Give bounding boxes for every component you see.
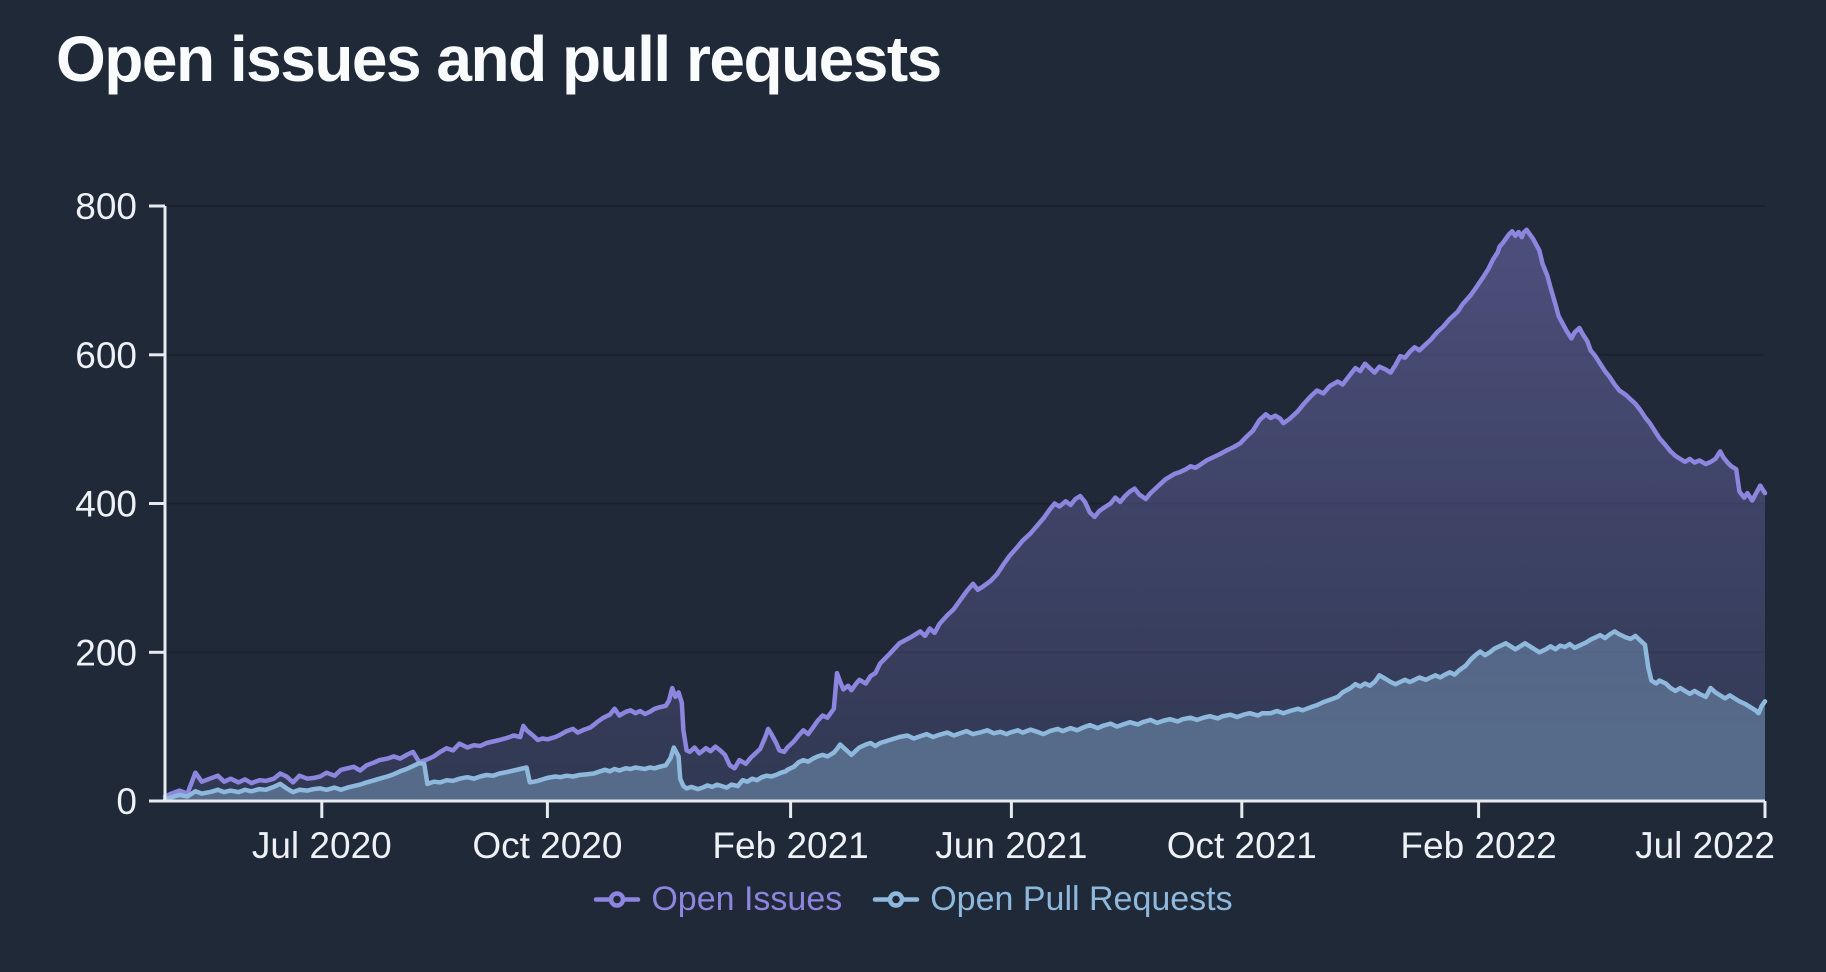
open-pull-requests-line: [162, 629, 1768, 802]
y-axis-label-200: 200: [75, 632, 137, 673]
legend-label-open-issues: Open Issues: [651, 880, 843, 918]
x-axis-label-jun-2021: Jun 2021: [935, 825, 1087, 866]
y-axis-label-0: 0: [116, 781, 137, 822]
x-axis-label-feb-2022: Feb 2022: [1400, 825, 1556, 866]
x-axis-label-feb-2021: Feb 2021: [712, 825, 868, 866]
legend-item-open-pull-requests[interactable]: Open Pull Requests: [872, 880, 1233, 919]
y-axis-label-400: 400: [75, 484, 137, 525]
x-axis-label-oct-2020: Oct 2020: [472, 825, 622, 866]
open-issues-legend-marker-icon: [594, 891, 641, 908]
legend: Open Issues Open Pull Requests: [0, 880, 1826, 919]
open-issues-area: [165, 229, 1765, 802]
y-axis-label-600: 600: [75, 335, 137, 376]
legend-item-open-issues[interactable]: Open Issues: [593, 880, 842, 919]
x-axis-label-oct-2021: Oct 2021: [1167, 825, 1317, 866]
open-pull-requests-area: [165, 631, 1765, 801]
y-axis-label-800: 800: [75, 186, 137, 227]
open-pull-requests-legend-marker-icon: [872, 891, 920, 908]
legend-label-open-pull-requests: Open Pull Requests: [930, 880, 1233, 918]
x-axis-label-jul-2020: Jul 2020: [252, 825, 392, 866]
open-issues-line: [162, 227, 1768, 799]
x-axis-label-jul-2022: Jul 2022: [1635, 825, 1775, 866]
chart-title: Open issues and pull requests: [56, 23, 942, 95]
